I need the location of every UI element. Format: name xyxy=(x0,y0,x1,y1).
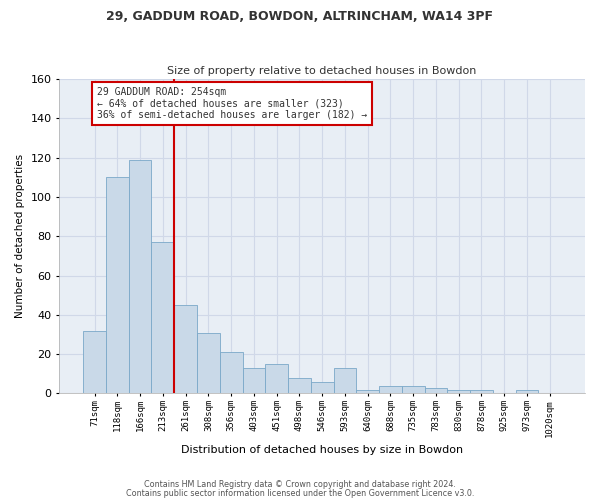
Text: Contains public sector information licensed under the Open Government Licence v3: Contains public sector information licen… xyxy=(126,488,474,498)
Text: Contains HM Land Registry data © Crown copyright and database right 2024.: Contains HM Land Registry data © Crown c… xyxy=(144,480,456,489)
Bar xyxy=(402,386,425,394)
Bar xyxy=(515,390,538,394)
Bar xyxy=(311,382,334,394)
Bar xyxy=(470,390,493,394)
Bar xyxy=(83,330,106,394)
Bar xyxy=(174,305,197,394)
Bar xyxy=(197,332,220,394)
Text: 29 GADDUM ROAD: 254sqm
← 64% of detached houses are smaller (323)
36% of semi-de: 29 GADDUM ROAD: 254sqm ← 64% of detached… xyxy=(97,87,368,120)
Bar xyxy=(379,386,402,394)
Bar xyxy=(288,378,311,394)
Bar xyxy=(106,178,129,394)
Bar xyxy=(151,242,174,394)
Text: 29, GADDUM ROAD, BOWDON, ALTRINCHAM, WA14 3PF: 29, GADDUM ROAD, BOWDON, ALTRINCHAM, WA1… xyxy=(107,10,493,23)
Bar xyxy=(220,352,242,394)
Bar xyxy=(129,160,151,394)
Bar xyxy=(265,364,288,394)
Bar xyxy=(425,388,448,394)
Title: Size of property relative to detached houses in Bowdon: Size of property relative to detached ho… xyxy=(167,66,477,76)
Bar xyxy=(356,390,379,394)
Bar xyxy=(448,390,470,394)
Bar xyxy=(242,368,265,394)
Bar xyxy=(334,368,356,394)
Y-axis label: Number of detached properties: Number of detached properties xyxy=(15,154,25,318)
X-axis label: Distribution of detached houses by size in Bowdon: Distribution of detached houses by size … xyxy=(181,445,463,455)
